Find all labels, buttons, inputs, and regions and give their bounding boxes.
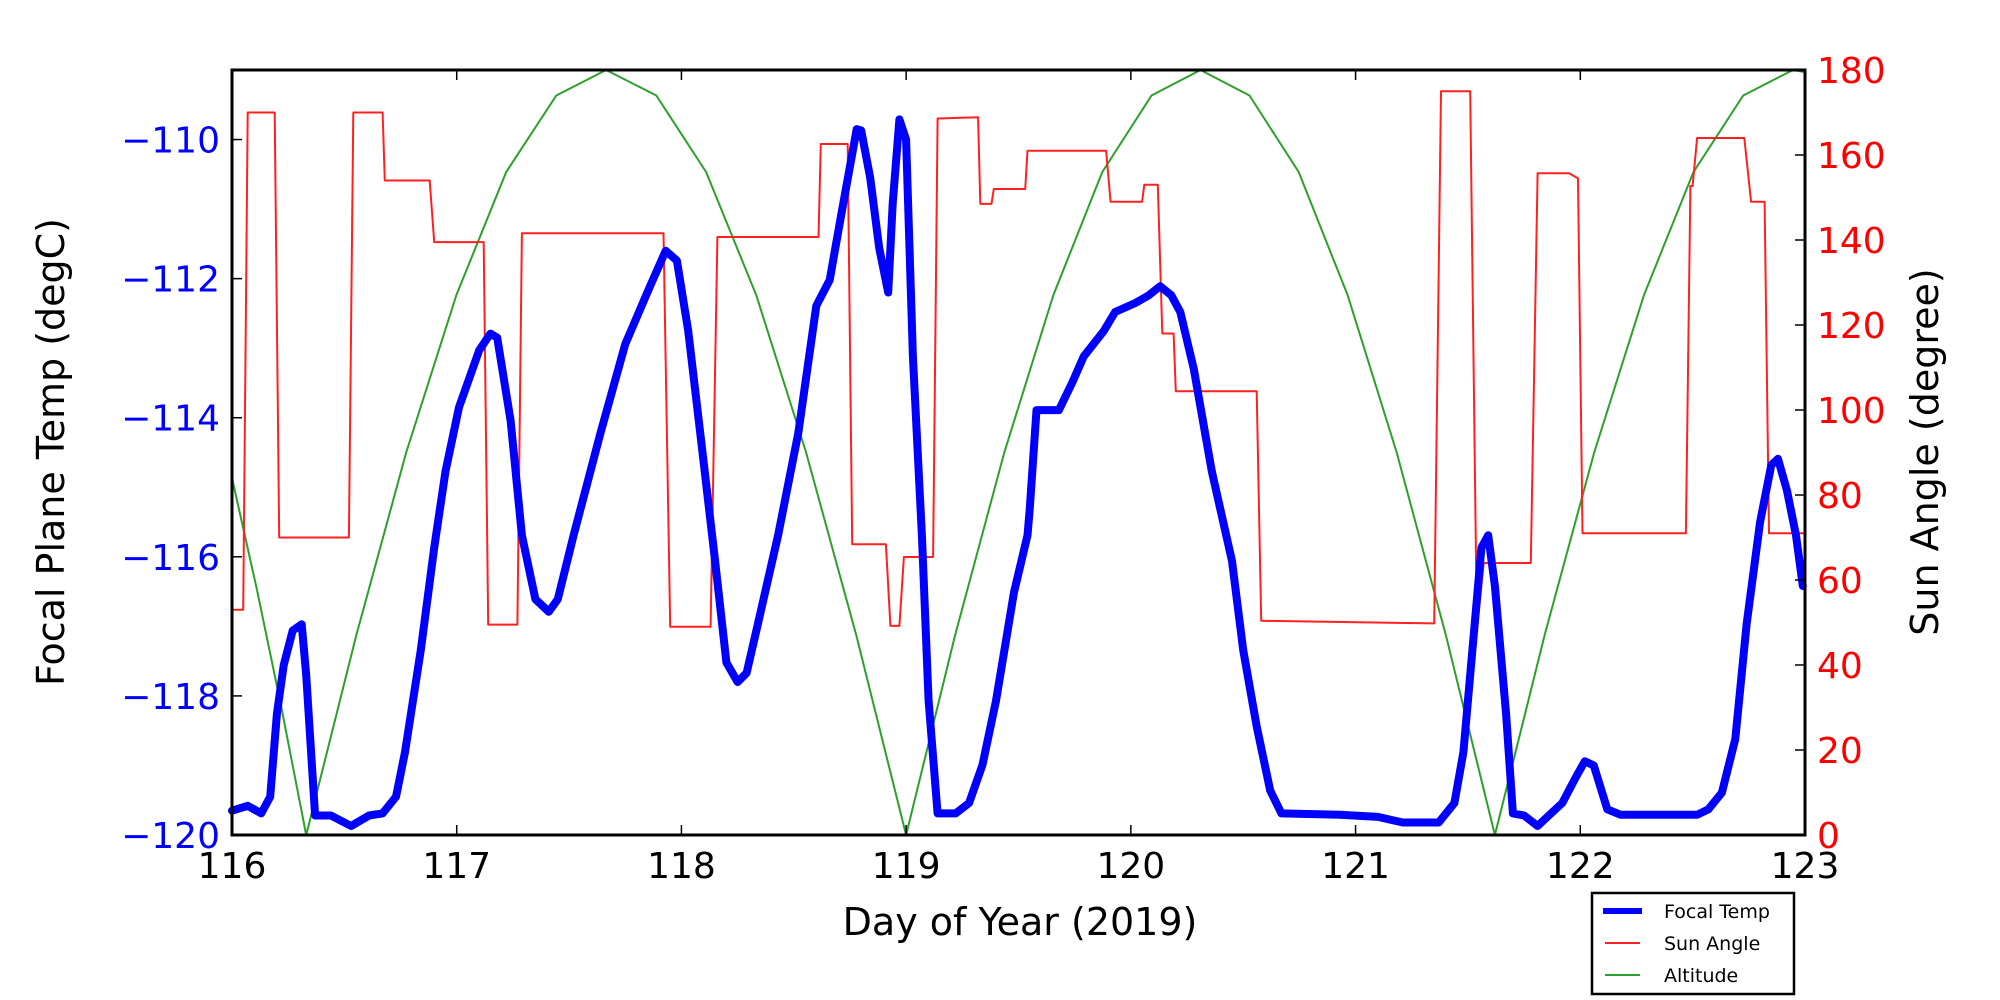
y-left-tick-label: −116	[121, 538, 220, 579]
y-right-tick-label: 40	[1817, 646, 1863, 687]
x-tick-label: 123	[1771, 846, 1840, 887]
y-right-tick-label: 0	[1817, 816, 1840, 857]
x-tick-label: 118	[647, 846, 716, 887]
y-left-tick-label: −120	[121, 816, 220, 857]
x-tick-label: 122	[1546, 846, 1615, 887]
x-tick-label: 117	[422, 846, 491, 887]
y-right-tick-label: 120	[1817, 306, 1886, 347]
x-tick-label: 119	[872, 846, 941, 887]
series-altitude	[231, 69, 1806, 836]
y-right-tick-label: 140	[1817, 221, 1886, 262]
legend-label-focal-temp: Focal Temp	[1664, 901, 1770, 923]
y-right-tick-label: 180	[1817, 51, 1886, 92]
y-left-tick-label: −118	[121, 677, 220, 718]
x-axis-label: Day of Year (2019)	[843, 900, 1198, 944]
plot-lines	[228, 69, 1807, 836]
y-right-tick-label: 160	[1817, 136, 1886, 177]
y-left-tick-label: −112	[121, 260, 220, 301]
x-tick-label: 116	[198, 846, 267, 887]
y-right-tick-label: 60	[1817, 561, 1863, 602]
y-axis-label-right: Sun Angle (degree)	[1903, 268, 1947, 635]
series-sun-angle	[231, 90, 1806, 632]
legend-label-altitude: Altitude	[1664, 965, 1738, 987]
y-right-tick-label: 20	[1817, 731, 1863, 772]
ticks: 116 117 118 119 120 121 122 123 −120 −118 −116 −114…	[121, 51, 1886, 887]
y-axis-label-left: Focal Plane Temp (degC)	[29, 218, 73, 686]
legend: Focal Temp Sun Angle Altitude	[1590, 891, 1796, 996]
series-focal-temp	[228, 115, 1807, 830]
y-right-tick-label: 100	[1817, 391, 1886, 432]
x-tick-label: 121	[1321, 846, 1390, 887]
y-left-tick-label: −114	[121, 399, 220, 440]
y-left-tick-label: −110	[121, 121, 220, 162]
y-right-tick-label: 80	[1817, 476, 1863, 517]
legend-label-sun-angle: Sun Angle	[1664, 933, 1760, 955]
plot-frame	[230, 68, 1807, 837]
x-tick-label: 120	[1096, 846, 1165, 887]
